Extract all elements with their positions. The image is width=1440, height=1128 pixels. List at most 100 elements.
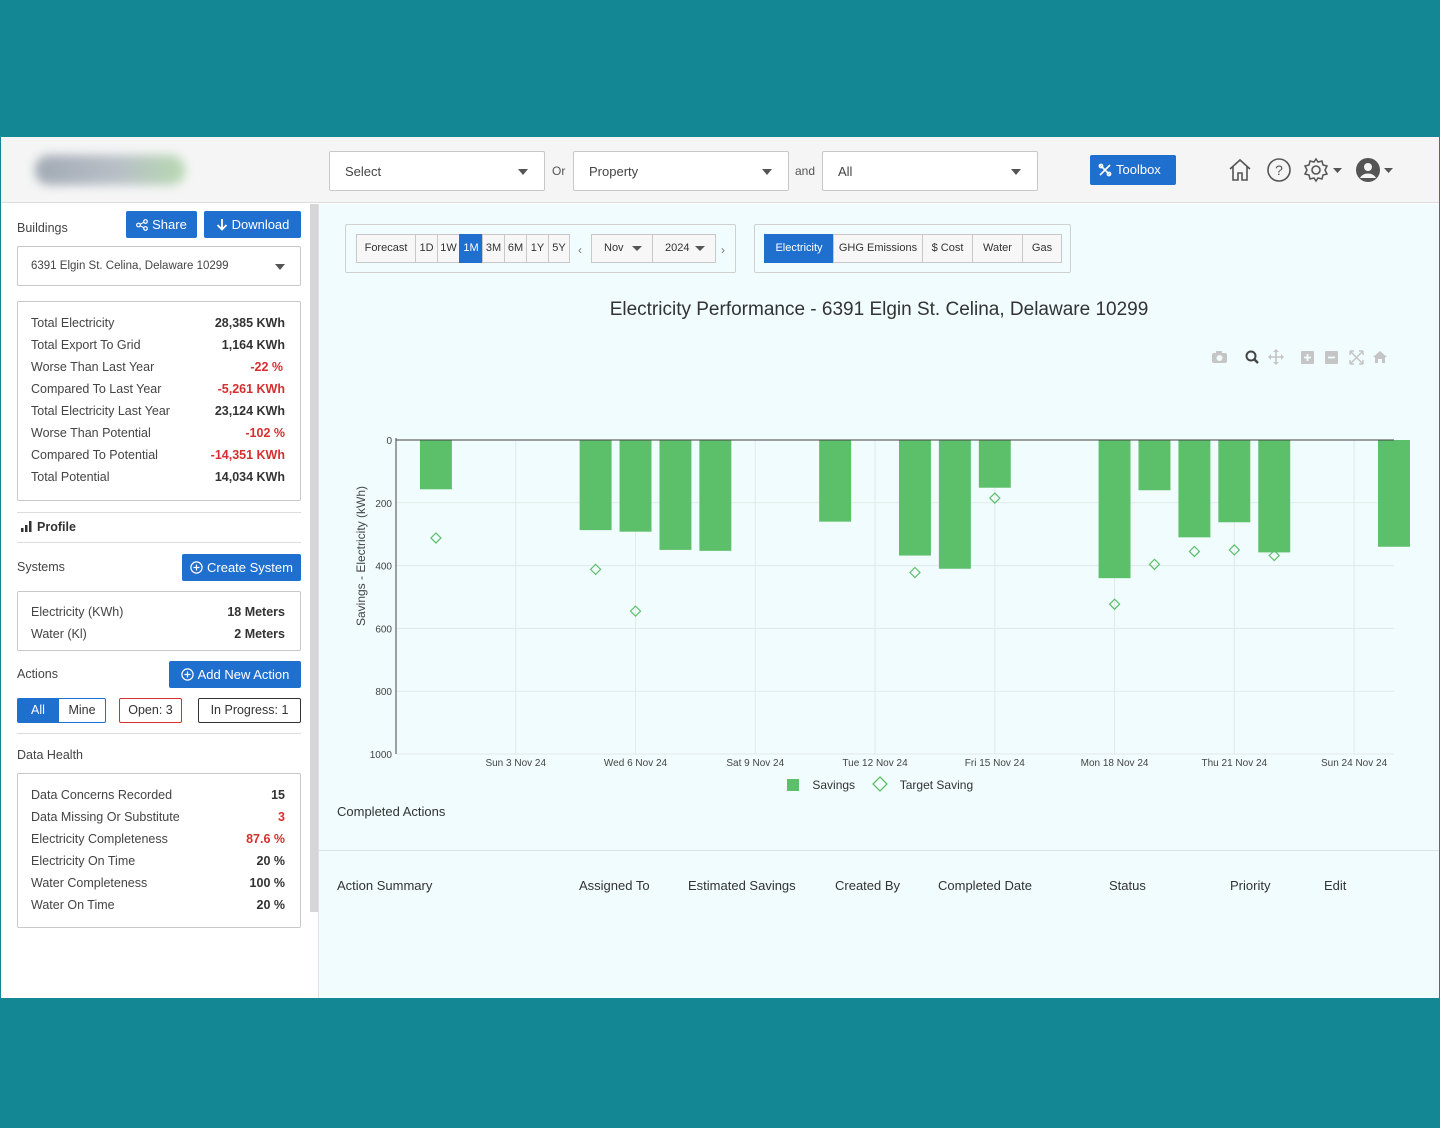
in-progress-button[interactable]: In Progress: 1 [198, 698, 301, 723]
create-system-button[interactable]: Create System [182, 554, 301, 581]
sidebar-scrollbar[interactable] [310, 204, 318, 912]
all-dropdown[interactable]: All [822, 151, 1038, 191]
column-header[interactable]: Action Summary [337, 878, 433, 893]
autoscale-icon[interactable] [1349, 350, 1364, 365]
health-row: Electricity Completeness 87.6 % [31, 832, 285, 848]
select-dropdown[interactable]: Select [329, 151, 545, 191]
column-header[interactable]: Assigned To [579, 878, 650, 893]
system-row[interactable]: Water (Kl) 2 Meters [31, 627, 285, 643]
savings-chart[interactable]: 0 200 400 600 800 1000 Sun 3 Nov 24 Wed 6 Nov 2… [319, 354, 1439, 774]
profile-link[interactable]: Profile [37, 520, 76, 534]
legend-savings-swatch [787, 779, 799, 791]
column-header[interactable]: Created By [835, 878, 901, 893]
stat-label: Total Export To Grid [31, 338, 141, 352]
open-actions-button[interactable]: Open: 3 [119, 698, 182, 723]
metric-cost-button[interactable]: $ Cost [922, 234, 973, 263]
range-forecast-button[interactable]: Forecast [356, 234, 416, 263]
legend-target-label[interactable]: Target Saving [899, 778, 974, 792]
system-label: Electricity (KWh) [31, 605, 124, 619]
property-dropdown[interactable]: Property [573, 151, 789, 191]
health-row: Water Completeness 100 % [31, 876, 285, 892]
completed-actions-title: Completed Actions [337, 804, 446, 819]
health-label: Data Missing Or Substitute [31, 810, 180, 824]
building-select-value: 6391 Elgin St. Celina, Delaware 10299 [31, 260, 229, 272]
building-select[interactable]: 6391 Elgin St. Celina, Delaware 10299 [17, 246, 301, 286]
stat-label: Compared To Potential [31, 448, 158, 462]
year-dropdown[interactable]: 2024 [652, 234, 716, 263]
month-dropdown[interactable]: Nov [591, 234, 653, 263]
help-icon[interactable]: ? [1266, 157, 1292, 183]
create-system-label: Create System [207, 560, 293, 575]
column-header[interactable]: Estimated Savings [688, 878, 796, 893]
systems-label: Systems [17, 560, 65, 574]
prev-period-button[interactable]: ‹ [578, 243, 582, 257]
column-header[interactable]: Completed Date [938, 878, 1032, 893]
column-header[interactable]: Edit [1324, 878, 1347, 893]
home-icon[interactable] [1227, 157, 1253, 183]
y-tick-label: 600 [375, 624, 392, 635]
system-label: Water (Kl) [31, 627, 87, 641]
metric-electricity-button[interactable]: Electricity [764, 234, 834, 263]
user-icon[interactable] [1355, 157, 1397, 183]
data-health-label: Data Health [17, 748, 84, 762]
chevron-down-icon [275, 264, 285, 270]
range-1d-button[interactable]: 1D [415, 234, 438, 263]
actions-table-header: Action Summary Assigned To Estimated Sav… [319, 850, 1439, 910]
range-3m-button[interactable]: 3M [482, 234, 505, 263]
health-label: Electricity Completeness [31, 832, 168, 846]
camera-icon[interactable] [1212, 351, 1227, 363]
stat-label: Worse Than Potential [31, 426, 151, 440]
metric-gas-button[interactable]: Gas [1022, 234, 1062, 263]
chevron-down-icon [762, 169, 772, 175]
target-saving-marker [1268, 549, 1281, 562]
all-dropdown-value: All [838, 164, 853, 179]
download-button[interactable]: Download [204, 211, 301, 238]
target-markers [430, 492, 1281, 617]
target-saving-marker [1228, 544, 1241, 556]
savings-bar [898, 440, 931, 556]
zoom-out-icon[interactable] [1325, 351, 1338, 364]
health-value: 15 [271, 788, 285, 802]
and-label: and [795, 164, 816, 178]
systems-card: Electricity (KWh) 18 Meters Water (Kl) 2 M… [17, 591, 301, 651]
range-1w-button[interactable]: 1W [437, 234, 460, 263]
settings-icon[interactable] [1303, 157, 1345, 183]
stat-value: 23,124 KWh [214, 404, 285, 418]
system-row[interactable]: Electricity (KWh) 18 Meters [31, 605, 285, 621]
column-header[interactable]: Priority [1230, 878, 1271, 893]
metric-ghg-button[interactable]: GHG Emissions [833, 234, 923, 263]
zoom-icon[interactable] [1245, 350, 1259, 364]
next-period-button[interactable]: › [721, 243, 725, 257]
range-5y-button[interactable]: 5Y [548, 234, 570, 263]
target-saving-marker [1148, 558, 1161, 571]
stat-label: Worse Than Last Year [31, 360, 155, 374]
y-tick-label: 200 [375, 499, 392, 510]
company-logo[interactable] [35, 155, 185, 185]
zoom-in-icon[interactable] [1301, 351, 1314, 364]
metric-water-button[interactable]: Water [972, 234, 1023, 263]
toolbox-label: Toolbox [1116, 162, 1161, 177]
range-1y-button[interactable]: 1Y [526, 234, 549, 263]
toolbox-button[interactable]: Toolbox [1090, 155, 1176, 185]
range-6m-button[interactable]: 6M [504, 234, 527, 263]
filter-all-button[interactable]: All [17, 698, 59, 723]
column-header[interactable]: Status [1109, 878, 1146, 893]
target-saving-marker [988, 492, 1001, 504]
filter-mine-button[interactable]: Mine [58, 698, 106, 723]
y-tick-label: 400 [375, 562, 392, 573]
savings-bar [1218, 440, 1251, 523]
reset-axes-icon[interactable] [1373, 351, 1387, 363]
target-saving-marker [1188, 545, 1201, 558]
add-action-button[interactable]: Add New Action [169, 661, 301, 688]
share-button[interactable]: Share [126, 211, 197, 238]
system-value: 2 Meters [234, 627, 285, 641]
legend-savings-label[interactable]: Savings [812, 778, 856, 792]
download-icon [216, 219, 227, 231]
savings-bar [1258, 440, 1291, 553]
savings-bar [579, 440, 612, 531]
range-1m-button[interactable]: 1M [459, 234, 483, 263]
select-dropdown-value: Select [345, 164, 382, 179]
savings-bar [978, 440, 1011, 488]
health-row: Data Missing Or Substitute 3 [31, 810, 285, 826]
pan-icon[interactable] [1268, 349, 1284, 365]
